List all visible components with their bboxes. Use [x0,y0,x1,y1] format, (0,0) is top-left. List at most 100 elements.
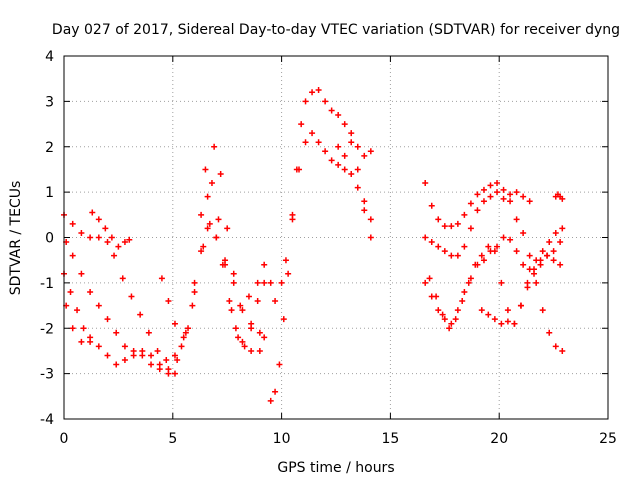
data-point [202,166,209,173]
x-tick-label: 0 [60,431,69,447]
y-tick-label: -4 [40,412,54,428]
data-point [145,329,152,336]
data-point [480,186,487,193]
data-point [206,220,213,227]
data-point [171,370,178,377]
data-point [348,130,355,137]
data-point [261,261,268,268]
data-point [89,209,96,216]
data-point [433,293,440,300]
data-point [550,257,557,264]
data-point [163,357,170,364]
data-point [454,252,461,259]
data-point [226,298,233,305]
data-point [354,166,361,173]
data-point [461,211,468,218]
data-point [467,225,474,232]
data-point [472,261,479,268]
data-point [239,307,246,314]
data-point [315,87,322,94]
data-point [204,225,211,232]
data-point [341,121,348,128]
data-point [80,325,87,332]
x-tick-label: 10 [273,431,291,447]
data-point [158,275,165,282]
data-point [441,248,448,255]
data-point [507,191,514,198]
data-point [69,220,76,227]
data-point [245,293,252,300]
data-point [467,200,474,207]
data-point [494,243,501,250]
data-point [115,243,122,250]
data-point [459,298,466,305]
series-5 [89,209,133,250]
data-point [435,216,442,223]
series-8 [261,130,374,305]
data-point [78,270,85,277]
data-point [235,334,242,341]
data-point [531,270,538,277]
data-point [498,279,505,286]
data-point [544,252,551,259]
data-point [241,343,248,350]
data-point [267,397,274,404]
data-point [208,180,215,187]
data-point [426,275,433,282]
data-point [204,193,211,200]
data-point [315,139,322,146]
data-point [480,198,487,205]
data-point [539,307,546,314]
data-point [422,279,429,286]
data-point [128,293,135,300]
series-10 [335,139,374,241]
data-point [108,234,115,241]
series-13 [422,225,566,327]
data-point [491,316,498,323]
data-point [180,334,187,341]
data-point [491,248,498,255]
data-point [165,370,172,377]
y-tick-label: -2 [40,321,54,337]
data-point [298,121,305,128]
y-tick-label: 2 [45,140,54,156]
data-point [256,329,263,336]
data-point [559,347,566,354]
data-point [95,343,102,350]
data-point [494,189,501,196]
data-point [348,139,355,146]
y-tick-label: 0 [45,231,54,247]
data-point [191,279,198,286]
data-point [448,252,455,259]
data-point [517,302,524,309]
data-point [87,338,94,345]
data-point [289,216,296,223]
data-point [121,239,128,246]
data-point [198,211,205,218]
data-point [309,130,316,137]
series-6 [158,166,268,350]
x-tick-label: 20 [490,431,508,447]
axis-ticks: 0 5 10 15 20 25 -4 -3 -2 -1 0 1 2 3 4 [40,49,617,447]
data-point [148,352,155,359]
data-point [322,98,329,105]
series-12 [422,189,533,259]
data-point [487,193,494,200]
data-point [126,236,133,243]
data-point [533,279,540,286]
data-point [213,234,220,241]
data-point [478,307,485,314]
data-point [461,243,468,250]
data-point [435,307,442,314]
data-point [148,361,155,368]
data-point [189,302,196,309]
data-point [156,366,163,373]
data-point [485,243,492,250]
data-point [361,152,368,159]
data-point [441,223,448,230]
data-point [478,252,485,259]
y-axis-label: SDTVAR / TECUs [8,181,24,296]
data-point [293,166,300,173]
